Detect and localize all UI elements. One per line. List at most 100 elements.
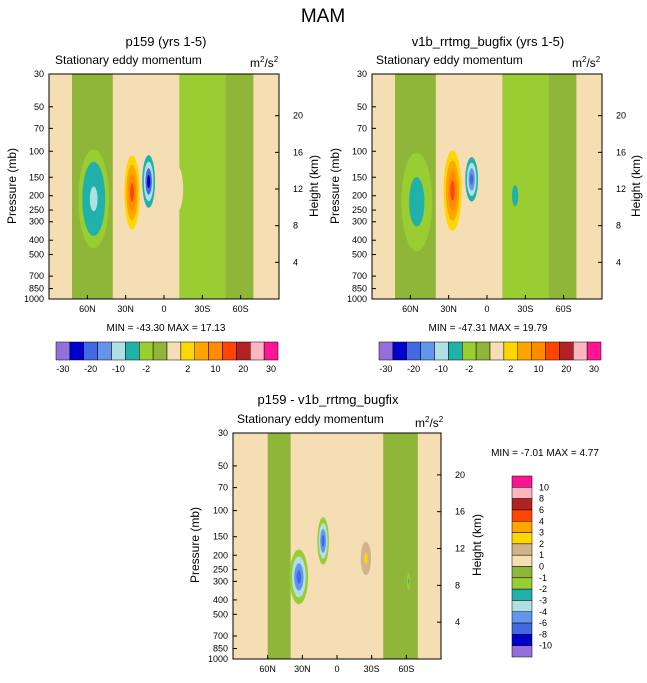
- colorbar-box: [531, 341, 546, 361]
- colorbar-label: 10: [534, 364, 544, 374]
- y-tick-label: 250: [29, 205, 44, 215]
- colorbar-box: [511, 622, 533, 635]
- y-tick-label: 70: [218, 483, 228, 493]
- contour-region: [408, 578, 410, 585]
- colorbar-label: -6: [539, 618, 547, 628]
- colorbar-box: [511, 543, 533, 556]
- colorbar-label: 10: [211, 364, 221, 374]
- y2-tick-label: 16: [616, 147, 626, 157]
- x-tick-label: 60S: [556, 304, 572, 314]
- panel-subtitle: Stationary eddy momentum: [237, 412, 384, 426]
- colorbar-box: [166, 341, 182, 361]
- y-tick-label: 200: [29, 191, 44, 201]
- y-tick-label: 50: [218, 461, 228, 471]
- y-tick-label: 1000: [347, 294, 367, 304]
- contour-region: [321, 534, 325, 547]
- min-max-stats: MIN = -7.01 MAX = 4.77: [491, 448, 599, 459]
- colorbar-box: [448, 341, 463, 361]
- x-tick-label: 60S: [233, 304, 249, 314]
- colorbar-label: 3: [539, 528, 544, 538]
- colorbar-label: -8: [539, 629, 547, 639]
- y-tick-label: 850: [213, 644, 228, 654]
- y-tick-label: 70: [34, 123, 44, 133]
- y-tick-label: 50: [34, 102, 44, 112]
- x-tick-label: 0: [334, 664, 339, 674]
- x-tick-label: 30N: [294, 664, 311, 674]
- colorbar-label: 30: [266, 364, 276, 374]
- y-tick-label: 500: [213, 609, 228, 619]
- y-tick-label: 400: [213, 595, 228, 605]
- plot-area: 3050701001502002503004005007008501000481…: [208, 428, 465, 674]
- y-tick-label: 100: [213, 506, 228, 516]
- x-tick-label: 30S: [364, 664, 380, 674]
- y-axis-label: Pressure (mb): [328, 148, 342, 224]
- panel-units: m2/s2: [415, 415, 444, 430]
- colorbar-label: 30: [589, 364, 599, 374]
- y-tick-label: 1000: [24, 294, 44, 304]
- colorbar-label: -10: [112, 364, 125, 374]
- y-tick-label: 700: [29, 271, 44, 281]
- colorbar-box: [475, 341, 491, 361]
- colorbar-box: [139, 341, 154, 361]
- panel-subtitle: Stationary eddy momentum: [376, 53, 523, 67]
- contour-band: [576, 74, 602, 299]
- contour-band: [383, 433, 418, 659]
- contour-region: [450, 180, 455, 201]
- contour-band: [253, 74, 279, 299]
- colorbar-label: -30: [379, 364, 392, 374]
- x-tick-label: 30N: [117, 304, 134, 314]
- panel-units: m2/s2: [250, 55, 279, 70]
- colorbar-label: -2: [465, 364, 473, 374]
- colorbar-box: [511, 588, 533, 601]
- y-tick-label: 700: [352, 271, 367, 281]
- colorbar-box: [511, 554, 533, 567]
- plot-area: 3050701001502002503004005007008501000481…: [347, 69, 626, 314]
- y2-tick-label: 20: [455, 470, 465, 480]
- y-tick-label: 300: [213, 576, 228, 586]
- y-tick-label: 850: [29, 284, 44, 294]
- colorbar-box: [511, 600, 533, 612]
- y2-tick-label: 8: [455, 580, 460, 590]
- colorbar-box: [194, 341, 209, 361]
- colorbar-box: [97, 341, 112, 361]
- colorbar-box: [222, 341, 237, 361]
- y-tick-label: 400: [29, 235, 44, 245]
- colorbar-label: -10: [435, 364, 448, 374]
- y2-tick-label: 4: [616, 257, 621, 267]
- y-axis-label: Pressure (mb): [5, 148, 19, 224]
- min-max-stats: MIN = -47.31 MAX = 19.79: [429, 323, 548, 334]
- x-tick-label: 60N: [79, 304, 96, 314]
- colorbar-box: [392, 341, 407, 361]
- colorbar-label: -20: [407, 364, 420, 374]
- colorbar-box: [511, 487, 533, 499]
- colorbar-box: [545, 341, 560, 361]
- y-axis-label: Pressure (mb): [188, 507, 202, 583]
- contour-band: [233, 433, 268, 659]
- colorbar-label: 2: [539, 539, 544, 549]
- contour-region: [412, 189, 421, 215]
- y-tick-label: 200: [352, 191, 367, 201]
- y-tick-label: 150: [213, 532, 228, 542]
- figure-title: MAM: [301, 6, 345, 27]
- y-tick-label: 70: [357, 123, 367, 133]
- x-tick-label: 30S: [517, 304, 533, 314]
- contour-region: [89, 186, 98, 212]
- x-tick-label: 0: [161, 304, 166, 314]
- y-axis-label-right: Height (km): [307, 155, 321, 217]
- colorbar-label: -20: [84, 364, 97, 374]
- y-tick-label: 150: [29, 172, 44, 182]
- colorbar-box: [406, 341, 421, 361]
- colorbar-label: 2: [508, 364, 513, 374]
- colorbar-label: 6: [539, 505, 544, 515]
- y-tick-label: 100: [352, 146, 367, 156]
- colorbar-box: [511, 509, 533, 522]
- colorbar-label: -2: [142, 364, 150, 374]
- colorbar-box: [434, 341, 449, 361]
- colorbar-box: [511, 634, 533, 646]
- contour-band: [502, 74, 549, 299]
- colorbar-box: [208, 341, 223, 361]
- x-tick-label: 60N: [259, 664, 276, 674]
- x-tick-label: 30S: [194, 304, 210, 314]
